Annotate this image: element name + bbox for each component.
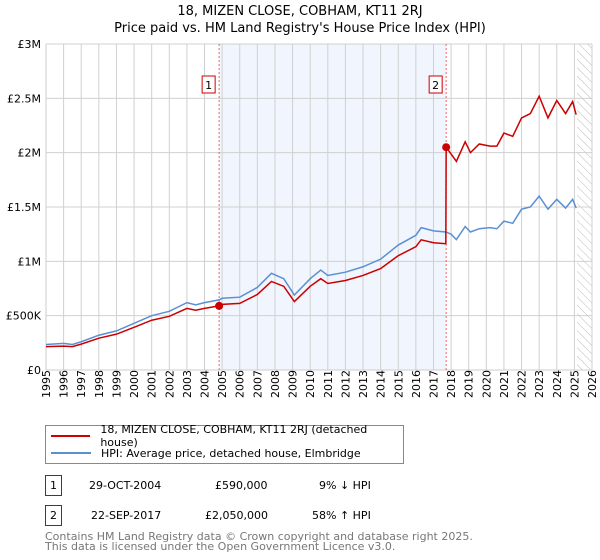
- x-tick-label: 2002: [163, 370, 176, 398]
- sale-annotation-label: 2: [432, 79, 439, 92]
- x-tick-label: 2011: [322, 370, 335, 398]
- x-tick-label: 2021: [498, 370, 511, 398]
- x-tick-label: 2022: [516, 370, 529, 398]
- x-tick-label: 2023: [533, 370, 546, 398]
- y-tick-label: £1.5M: [7, 201, 41, 214]
- sale-point: [215, 301, 224, 310]
- x-tick-label: 1997: [75, 370, 88, 398]
- x-tick-label: 2010: [304, 370, 317, 398]
- x-tick-label: 2001: [146, 370, 159, 398]
- x-tick-label: 1996: [58, 370, 71, 398]
- chart-title: 18, MIZEN CLOSE, COBHAM, KT11 2RJ: [177, 4, 423, 19]
- x-tick-label: 2005: [216, 370, 229, 398]
- x-tick-label: 1998: [93, 370, 106, 398]
- footer-line-1: Contains HM Land Registry data © Crown c…: [45, 530, 473, 543]
- x-tick-label: 2026: [586, 370, 599, 398]
- sale-hpi-delta: 58% ↑ HPI: [312, 509, 371, 522]
- y-tick-label: £2M: [18, 147, 42, 160]
- legend-swatch-property: [51, 435, 91, 437]
- x-tick-label: 2008: [269, 370, 282, 398]
- sale-row-2: 2 22-SEP-2017 £2,050,000 58% ↑ HPI: [45, 505, 425, 527]
- sale-price: £2,050,000: [205, 509, 268, 522]
- x-tick-label: 2020: [480, 370, 493, 398]
- footer-line-2: This data is licensed under the Open Gov…: [45, 540, 396, 553]
- x-tick-label: 2017: [427, 370, 440, 398]
- x-tick-label: 2000: [128, 370, 141, 398]
- sale-row-1: 1 29-OCT-2004 £590,000 9% ↓ HPI: [45, 475, 425, 497]
- y-tick-label: £3M: [18, 38, 42, 51]
- x-tick-label: 2019: [463, 370, 476, 398]
- y-tick-label: £500K: [6, 310, 42, 323]
- y-tick-label: £1M: [18, 255, 42, 268]
- sale-annotation-box: [201, 75, 216, 94]
- x-tick-label: 1999: [110, 370, 123, 398]
- sale-point: [442, 143, 451, 152]
- x-tick-label: 2015: [392, 370, 405, 398]
- sale-marker-label: 1: [45, 475, 62, 496]
- footer: Contains HM Land Registry data © Crown c…: [45, 530, 473, 553]
- x-tick-label: 2006: [234, 370, 247, 398]
- x-tick-label: 2013: [357, 370, 370, 398]
- y-tick-label: £0: [27, 364, 41, 377]
- y-tick-label: £2.5M: [7, 92, 41, 105]
- sale-date: 29-OCT-2004: [89, 479, 162, 492]
- x-tick-label: 2014: [375, 370, 388, 398]
- legend: 18, MIZEN CLOSE, COBHAM, KT11 2RJ (detac…: [45, 423, 404, 464]
- sale-annotation-box: [428, 75, 443, 94]
- x-tick-label: 2025: [568, 370, 581, 398]
- x-tick-label: 2007: [251, 370, 264, 398]
- chart-subtitle: Price paid vs. HM Land Registry's House …: [114, 21, 486, 36]
- legend-label-hpi: HPI: Average price, detached house, Elmb…: [101, 446, 361, 460]
- sale-date: 22-SEP-2017: [91, 509, 162, 522]
- x-tick-label: 2004: [199, 370, 212, 398]
- plot-area: 1995 1996 1997 1998 1999 2000 2001 2002 2003 2004…: [6, 38, 599, 398]
- sale-marker-label: 2: [45, 505, 62, 526]
- hpi-line: [45, 194, 577, 346]
- x-tick-label: 2012: [339, 370, 352, 398]
- sale-price: £590,000: [215, 479, 268, 492]
- x-tick-label: 2024: [551, 370, 564, 398]
- legend-label-property: 18, MIZEN CLOSE, COBHAM, KT11 2RJ (detac…: [100, 423, 368, 449]
- x-tick-label: 2009: [287, 370, 300, 398]
- legend-swatch-hpi: [51, 452, 91, 454]
- x-tick-label: 1995: [40, 370, 53, 398]
- sale-hpi-delta: 9% ↓ HPI: [319, 479, 371, 492]
- x-tick-label: 2016: [410, 370, 423, 398]
- property-price-line: [45, 94, 577, 348]
- sale-annotation-label: 1: [205, 79, 212, 92]
- x-tick-label: 2018: [445, 370, 458, 398]
- x-tick-label: 2003: [181, 370, 194, 398]
